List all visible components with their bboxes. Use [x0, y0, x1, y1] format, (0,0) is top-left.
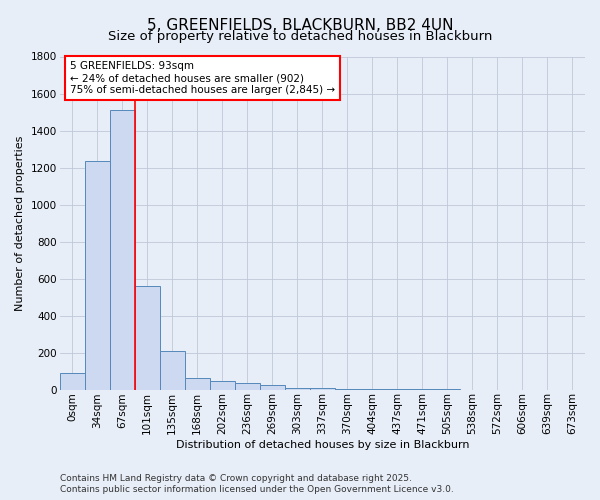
Bar	[335, 388, 360, 390]
Bar	[110, 110, 134, 390]
Bar	[235, 383, 260, 390]
Bar	[310, 388, 335, 390]
Bar	[210, 381, 235, 390]
Bar	[160, 350, 185, 390]
Bar	[134, 286, 160, 390]
Bar	[185, 378, 210, 390]
Bar	[360, 389, 385, 390]
Text: 5 GREENFIELDS: 93sqm
← 24% of detached houses are smaller (902)
75% of semi-deta: 5 GREENFIELDS: 93sqm ← 24% of detached h…	[70, 62, 335, 94]
X-axis label: Distribution of detached houses by size in Blackburn: Distribution of detached houses by size …	[176, 440, 469, 450]
Text: Contains HM Land Registry data © Crown copyright and database right 2025.
Contai: Contains HM Land Registry data © Crown c…	[60, 474, 454, 494]
Bar	[85, 161, 110, 390]
Bar	[285, 388, 310, 390]
Bar	[260, 385, 285, 390]
Bar	[59, 373, 85, 390]
Text: 5, GREENFIELDS, BLACKBURN, BB2 4UN: 5, GREENFIELDS, BLACKBURN, BB2 4UN	[147, 18, 453, 32]
Text: Size of property relative to detached houses in Blackburn: Size of property relative to detached ho…	[108, 30, 492, 43]
Y-axis label: Number of detached properties: Number of detached properties	[15, 136, 25, 310]
